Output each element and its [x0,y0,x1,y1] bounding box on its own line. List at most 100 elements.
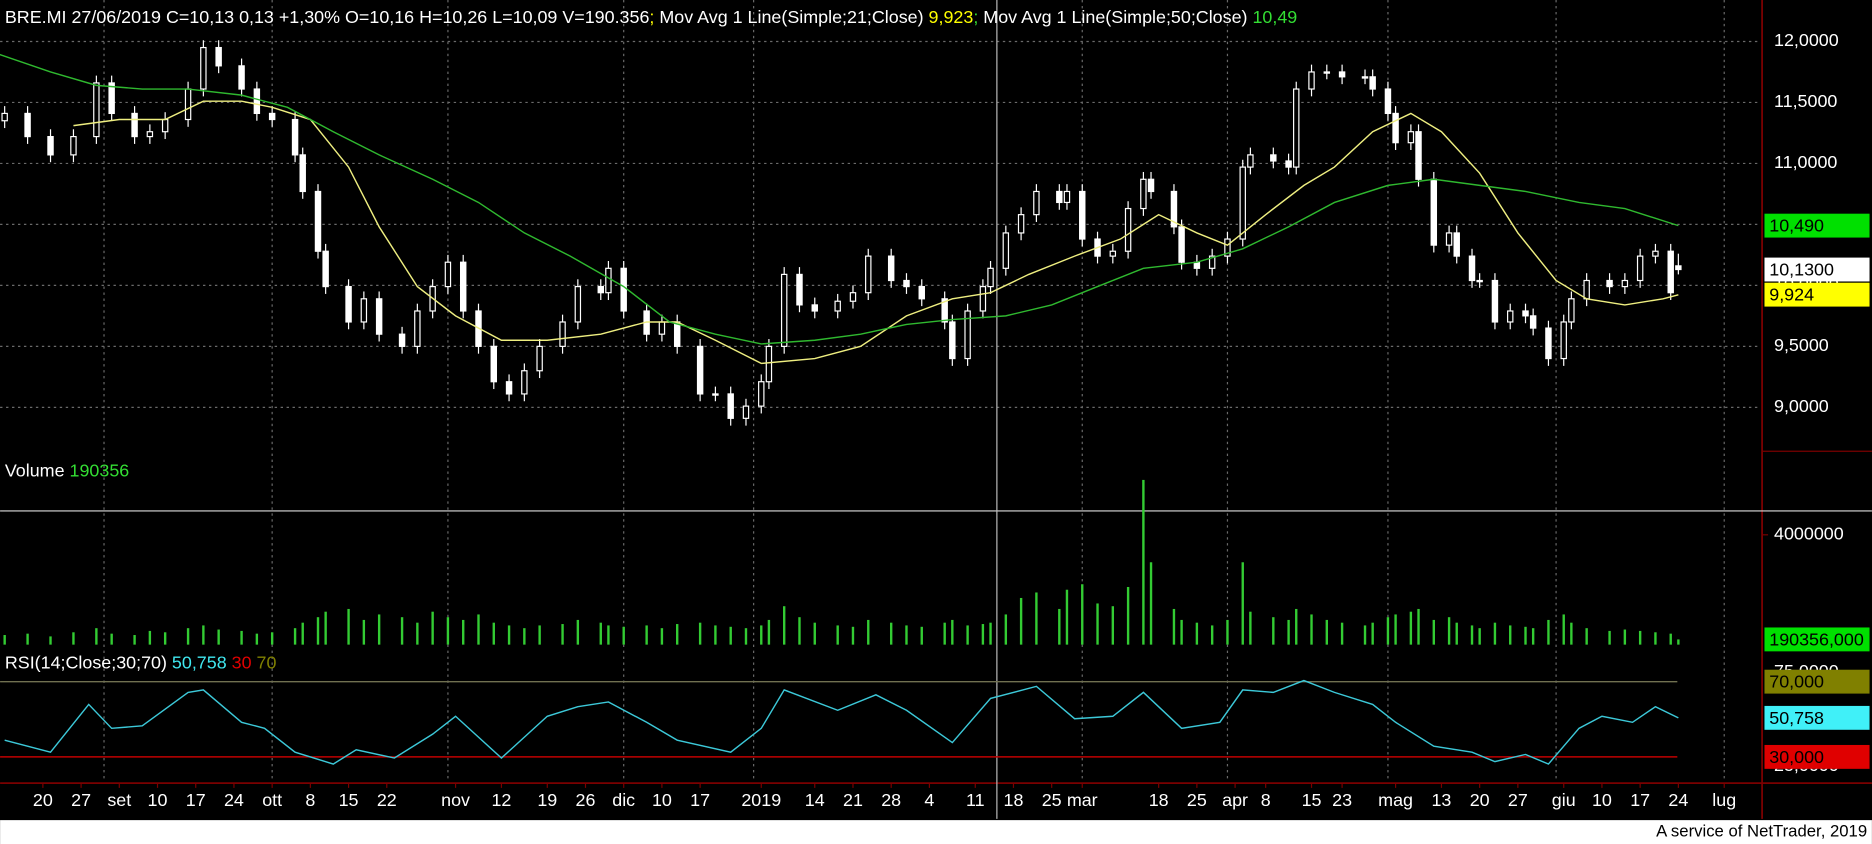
value-box-label: 50,758 [1769,708,1824,728]
candle-body [47,135,54,156]
volume-bar [760,625,763,645]
volume-bar [1623,629,1627,645]
volume-bar [1096,603,1099,645]
rsi-value: 50,758 [172,652,227,672]
volume-bar [446,617,450,645]
candle-body [605,267,612,294]
x-tick-label: 10 [1592,790,1612,810]
candle-body [780,273,788,347]
candle-body [559,321,566,347]
candle-body [131,112,138,138]
value-box [1764,257,1870,282]
volume-header: Volume 190356 [5,460,129,480]
volume-bar [72,632,75,645]
candle-body [1392,112,1399,144]
candle-body [1285,160,1292,168]
volume-bar [1272,617,1275,645]
y-tick-label: 9,5000 [1774,335,1829,355]
candle-body [1468,255,1476,282]
candle-body [291,118,299,156]
value-box-label: 10,1300 [1769,259,1834,279]
y-tick-label: 11,5000 [1774,91,1837,111]
volume-bar [1417,608,1420,645]
volume-bar [416,622,419,645]
volume-bar [1570,622,1573,645]
x-tick-label: 20 [33,790,53,810]
x-tick-label: 17 [690,790,710,810]
candle-body [742,405,750,419]
candle-body [1430,178,1438,246]
value-box [1764,627,1870,652]
volume-bar [943,622,946,645]
x-tick-label: 15 [1302,790,1322,810]
candle-body [574,286,582,323]
x-tick-label: set [107,790,131,810]
volume-bar [400,617,404,645]
volume-bar [676,624,679,645]
volume-bar [905,625,908,645]
candle-body [1445,232,1453,246]
volume-bar [186,628,190,645]
candle-body [1491,279,1499,323]
candle-body [949,321,956,360]
x-tick-label: 2019 [741,790,781,810]
candle-body [1667,250,1674,294]
candle-body [849,292,857,302]
volume-bar [729,626,732,645]
candle-body [1293,88,1300,168]
volume-bar [989,622,992,645]
x-tick-label: 15 [339,790,359,810]
candle-body [765,345,773,383]
y-tick-label: 12,0000 [1774,30,1839,50]
candle-body [865,255,872,294]
labels: 20 27 set 10 17 24 ott 8 15 22 nov 12 19 26 dic 10 17 201… [33,30,1870,810]
volume-bar [698,622,702,645]
candle-body [941,298,948,323]
candle-body [887,255,895,282]
volume-bar [1478,628,1481,645]
legend-value: 9,923 [929,7,974,27]
volume-bar [607,625,610,645]
x-tick-label: 13 [1431,790,1451,810]
volume-bar [523,628,526,645]
x-tick-label: giu [1552,790,1576,810]
candle-body [1124,207,1132,252]
candle-body [184,88,192,121]
volume-bar [1447,617,1451,645]
value-box [1764,213,1870,238]
volume-bar [1126,586,1130,645]
candle-body [215,46,222,67]
volume-bar [645,625,648,645]
y-tick-label: 11,0000 [1774,152,1837,172]
candle-body [1476,279,1483,283]
volume-bar [1432,619,1435,645]
volume-bar [1371,622,1374,645]
x-tick-label: nov [441,790,470,810]
x-tick-label: 22 [377,790,397,810]
x-tick-label: 25 [1042,790,1062,810]
volume-bar [477,614,480,645]
candle-body [696,345,704,395]
volume-bar [1340,622,1344,645]
volume-bar [1172,608,1176,645]
volume-bar [1363,625,1367,645]
candle-body [398,333,406,347]
volume-bar [95,628,98,645]
x-tick-label: 14 [805,790,825,810]
candle-body [1621,279,1629,288]
x-tick-label: lug [1712,790,1736,810]
volume-bar [1547,619,1550,645]
volume-bar [951,619,954,645]
grid [0,0,1769,788]
volume-bar [1394,614,1397,645]
volume-bar [1509,625,1512,645]
candle-body [1002,232,1010,269]
candle-body [322,250,329,288]
x-tick-label: dic [612,790,635,810]
candle-body [1170,190,1178,228]
volume-bar [813,622,816,645]
candle-body [918,286,925,300]
volume-bar [1638,630,1642,645]
candle-body [93,82,100,138]
